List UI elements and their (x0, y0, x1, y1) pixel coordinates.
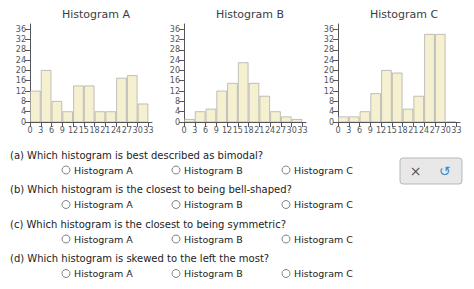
svg-text:33: 33 (451, 126, 461, 135)
svg-text:4: 4 (175, 107, 180, 116)
svg-text:Histogram B: Histogram B (184, 199, 243, 210)
svg-text:8: 8 (175, 97, 180, 106)
svg-text:Histogram B: Histogram B (184, 268, 243, 279)
svg-text:27: 27 (430, 126, 440, 135)
svg-text:24: 24 (419, 126, 429, 135)
svg-text:12: 12 (222, 126, 232, 135)
svg-text:18: 18 (397, 126, 407, 135)
svg-text:24: 24 (265, 126, 275, 135)
svg-text:12: 12 (170, 87, 180, 96)
svg-text:28: 28 (170, 45, 180, 54)
svg-text:18: 18 (89, 126, 99, 135)
svg-text:12: 12 (68, 126, 78, 135)
svg-text:Histogram B: Histogram B (184, 234, 243, 245)
svg-text:9: 9 (214, 126, 219, 135)
svg-text:Histogram A: Histogram A (74, 268, 133, 279)
svg-text:Histogram A: Histogram A (62, 8, 131, 21)
svg-text:4: 4 (21, 107, 26, 116)
svg-text:28: 28 (16, 45, 26, 54)
svg-text:36: 36 (170, 25, 180, 34)
svg-text:27: 27 (122, 126, 132, 135)
svg-text:16: 16 (16, 76, 26, 85)
svg-text:20: 20 (324, 66, 334, 75)
svg-text:15: 15 (79, 126, 89, 135)
svg-text:24: 24 (324, 56, 334, 65)
svg-text:×: × (410, 163, 422, 179)
svg-text:15: 15 (387, 126, 397, 135)
svg-text:Histogram A: Histogram A (74, 199, 133, 210)
svg-text:Histogram C: Histogram C (294, 268, 353, 279)
svg-text:6: 6 (203, 126, 208, 135)
svg-text:32: 32 (170, 35, 180, 44)
svg-text:0: 0 (335, 126, 340, 135)
svg-text:0: 0 (181, 126, 186, 135)
svg-text:Histogram A: Histogram A (74, 234, 133, 245)
svg-text:18: 18 (243, 126, 253, 135)
svg-text:0: 0 (27, 126, 32, 135)
svg-text:Histogram C: Histogram C (370, 8, 439, 21)
svg-text:Histogram A: Histogram A (74, 165, 133, 176)
svg-text:15: 15 (233, 126, 243, 135)
svg-text:12: 12 (376, 126, 386, 135)
svg-text:30: 30 (441, 126, 451, 135)
svg-text:16: 16 (170, 76, 180, 85)
svg-text:(d) Which histogram is skewed: (d) Which histogram is skewed to the lef… (10, 253, 269, 264)
svg-text:Histogram C: Histogram C (294, 199, 353, 210)
svg-text:21: 21 (100, 126, 110, 135)
svg-text:3: 3 (38, 126, 43, 135)
svg-text:8: 8 (329, 97, 334, 106)
svg-text:6: 6 (49, 126, 54, 135)
svg-text:(b) Which histogram is the clo: (b) Which histogram is the closest to be… (10, 184, 292, 195)
svg-text:21: 21 (408, 126, 418, 135)
svg-text:30: 30 (133, 126, 143, 135)
svg-text:33: 33 (143, 126, 153, 135)
svg-text:33: 33 (297, 126, 307, 135)
svg-text:8: 8 (21, 97, 26, 106)
svg-text:20: 20 (170, 66, 180, 75)
svg-text:24: 24 (170, 56, 180, 65)
svg-text:Histogram C: Histogram C (294, 165, 353, 176)
svg-text:36: 36 (324, 25, 334, 34)
svg-text:20: 20 (16, 66, 26, 75)
svg-text:32: 32 (16, 35, 26, 44)
svg-text:9: 9 (60, 126, 65, 135)
svg-text:↺: ↺ (439, 163, 451, 179)
svg-text:30: 30 (287, 126, 297, 135)
svg-text:Histogram B: Histogram B (184, 165, 243, 176)
svg-text:16: 16 (324, 76, 334, 85)
svg-text:4: 4 (329, 107, 334, 116)
svg-text:6: 6 (357, 126, 362, 135)
svg-text:12: 12 (16, 87, 26, 96)
svg-text:28: 28 (324, 45, 334, 54)
svg-text:0: 0 (21, 118, 26, 127)
svg-text:3: 3 (192, 126, 197, 135)
svg-text:0: 0 (175, 118, 180, 127)
svg-text:32: 32 (324, 35, 334, 44)
svg-text:0: 0 (329, 118, 334, 127)
svg-text:27: 27 (276, 126, 286, 135)
svg-text:24: 24 (16, 56, 26, 65)
svg-text:9: 9 (368, 126, 373, 135)
svg-text:Histogram C: Histogram C (294, 234, 353, 245)
svg-text:12: 12 (324, 87, 334, 96)
svg-text:Histogram B: Histogram B (216, 8, 284, 21)
svg-text:3: 3 (346, 126, 351, 135)
svg-text:24: 24 (111, 126, 121, 135)
svg-text:21: 21 (254, 126, 264, 135)
svg-text:(c) Which histogram is the clo: (c) Which histogram is the closest to be… (10, 219, 286, 230)
svg-text:(a) Which histogram is best de: (a) Which histogram is best described as… (10, 150, 263, 161)
svg-text:36: 36 (16, 25, 26, 34)
